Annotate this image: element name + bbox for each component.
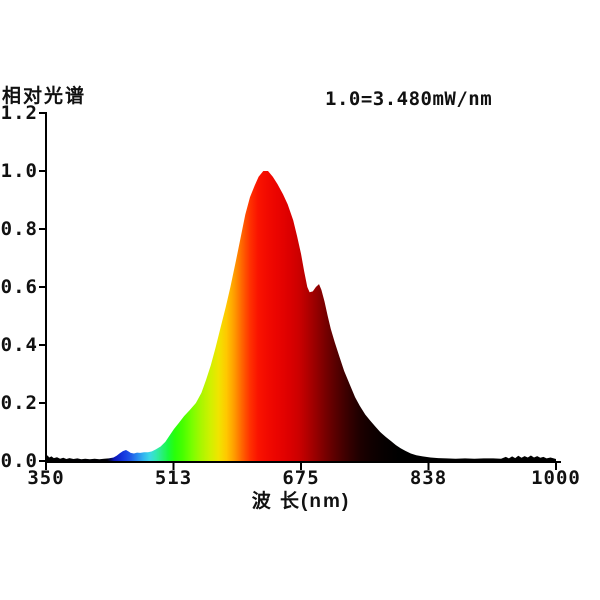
y-axis-title: 相对光谱 — [2, 86, 87, 107]
y-tick-label: 1.2 — [0, 102, 38, 124]
y-tick-label: 0.8 — [0, 218, 38, 240]
y-tick-label: 0.6 — [0, 276, 38, 298]
x-tick-label: 675 — [282, 467, 320, 489]
x-tick-label: 513 — [154, 467, 193, 489]
y-tick-label: 0.2 — [0, 392, 38, 414]
x-tick-label: 350 — [27, 467, 65, 489]
x-axis-title: 波 长(nm) — [251, 491, 351, 512]
spectrum-curve — [46, 171, 556, 461]
y-tick-label: 0.4 — [0, 334, 38, 356]
scale-annotation: 1.0=3.480mW/nm — [325, 88, 493, 110]
y-tick-label: 0.0 — [0, 450, 38, 472]
x-tick-label: 838 — [409, 467, 448, 489]
y-tick-label: 1.0 — [0, 160, 38, 182]
x-tick-label: 1000 — [531, 467, 581, 489]
